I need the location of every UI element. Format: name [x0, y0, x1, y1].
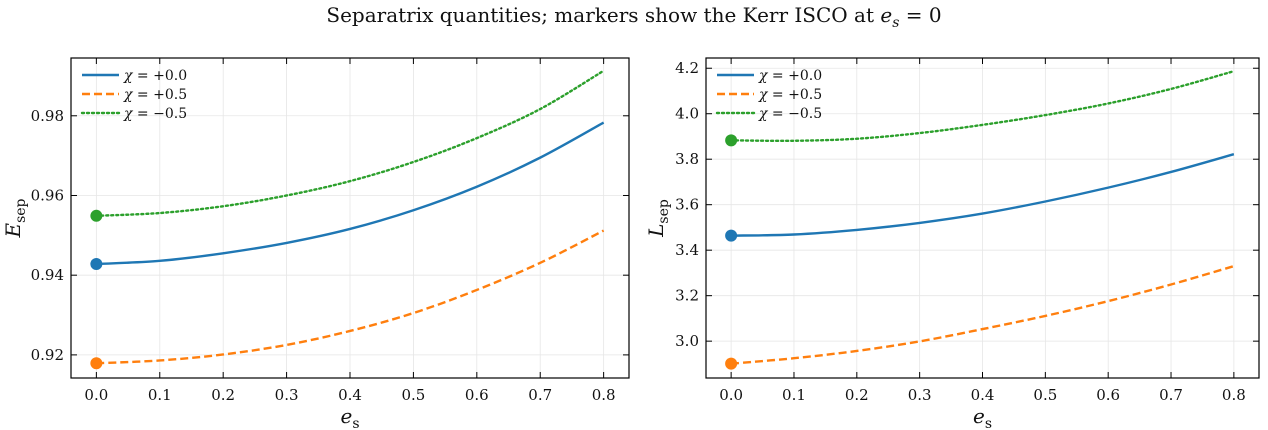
x-tick-label: 0.6 [1096, 386, 1120, 404]
y-tick-label: 0.94 [31, 266, 64, 284]
x-tick-label: 0.2 [211, 386, 235, 404]
x-tick-label: 0.8 [592, 386, 616, 404]
x-tick-label: 0.1 [782, 386, 806, 404]
series-lines [729, 69, 1236, 365]
x-tick-label: 0.6 [465, 386, 489, 404]
y-tick-label: 4.2 [675, 59, 699, 77]
legend-label: χ = +0.0 [758, 68, 822, 84]
y-tick-label: 3.8 [675, 150, 699, 168]
series-line [95, 69, 605, 218]
series-line [731, 153, 1235, 237]
isco-marker [725, 134, 738, 147]
isco-marker [90, 209, 103, 222]
series-line [96, 121, 605, 266]
x-tick-label: 0.3 [275, 386, 299, 404]
x-axis-title: es [340, 404, 359, 430]
isco-marker [725, 229, 738, 242]
x-tick-label: 0.5 [401, 386, 425, 404]
y-tick-label: 3.2 [675, 287, 699, 305]
x-tick-label: 0.7 [528, 386, 552, 404]
isco-marker [725, 357, 738, 370]
legend-label: χ = −0.5 [123, 106, 187, 122]
y-axis-title: Esep [1, 198, 29, 238]
figure-suptitle: Separatrix quantities; markers show the … [326, 3, 941, 31]
legend-label: χ = −0.5 [758, 106, 822, 122]
isco-marker [90, 258, 103, 271]
grid [71, 58, 629, 378]
legend-label: χ = +0.5 [123, 87, 187, 103]
x-tick-label: 0.5 [1033, 386, 1057, 404]
y-tick-label: 0.92 [31, 346, 64, 364]
right-panel-angular-momentum: 0.0 0.1 0.2 0.3 0.4 0.5 0.6 0.7 0.8 3.0 3.2 3.4 3.6 3… [644, 57, 1260, 430]
legend: χ = +0.0 χ = +0.5 χ = −0.5 [80, 68, 187, 122]
x-tick-label: 0.4 [338, 386, 362, 404]
y-tick-label: 0.96 [31, 186, 64, 204]
legend-label: χ = +0.0 [123, 68, 187, 84]
x-tick-label: 0.4 [971, 386, 995, 404]
isco-marker [90, 357, 103, 370]
series-line [731, 264, 1235, 365]
x-tick-label: 0.7 [1159, 386, 1183, 404]
y-axis-title: Lsep [644, 199, 672, 238]
x-tick-label: 0.0 [84, 386, 108, 404]
x-tick-label: 0.0 [719, 386, 743, 404]
x-tick-label: 0.3 [908, 386, 932, 404]
y-tick-label: 0.98 [31, 107, 64, 125]
legend-label: χ = +0.5 [758, 87, 822, 103]
series-line [729, 69, 1236, 143]
left-panel-energy: 0.0 0.1 0.2 0.3 0.4 0.5 0.6 0.7 0.8 0.92 0.94 0.96 0… [1, 57, 630, 430]
series-lines [95, 69, 605, 365]
x-tick-label: 0.8 [1222, 386, 1246, 404]
x-tick-label: 0.2 [845, 386, 869, 404]
y-tick-label: 3.6 [675, 196, 699, 214]
x-axis-title: es [973, 404, 992, 430]
series-line [96, 229, 605, 365]
y-tick-label: 4.0 [675, 105, 699, 123]
grid [706, 58, 1259, 378]
legend: χ = +0.0 χ = +0.5 χ = −0.5 [715, 68, 822, 122]
x-tick-label: 0.1 [148, 386, 172, 404]
y-tick-label: 3.0 [675, 332, 699, 350]
y-tick-label: 3.4 [675, 241, 699, 259]
